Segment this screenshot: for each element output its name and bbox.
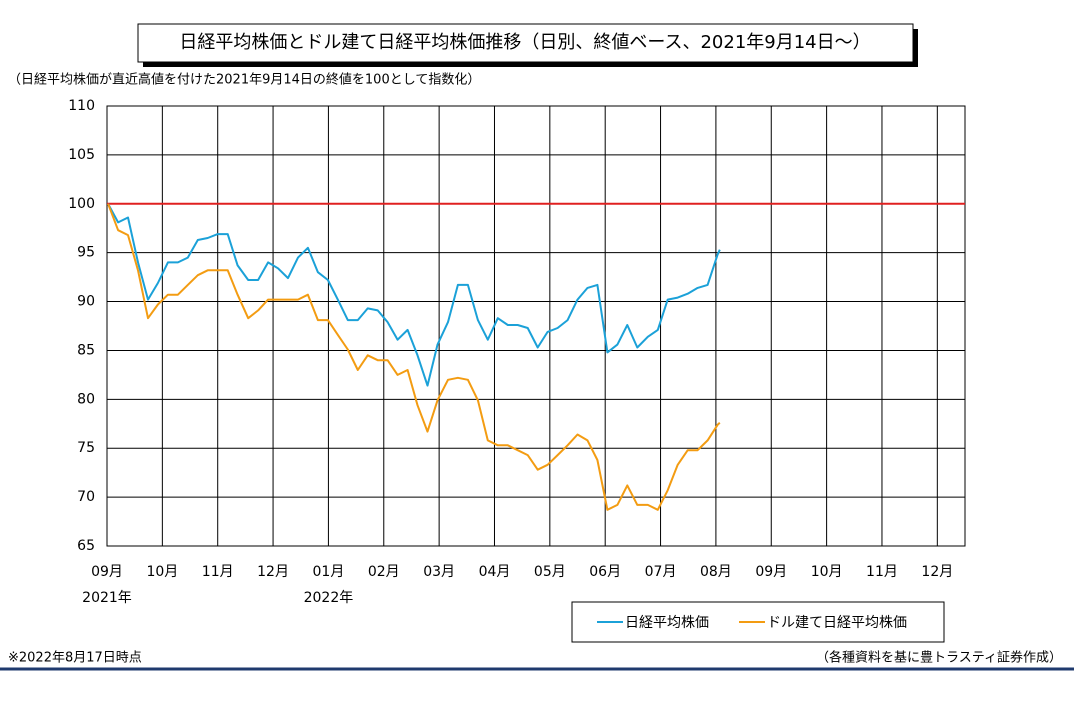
x-tick-label: 01月 <box>313 564 345 580</box>
legend-label: 日経平均株価 <box>625 615 709 631</box>
y-tick-label: 100 <box>68 196 95 212</box>
x-tick-label: 05月 <box>534 564 566 580</box>
y-tick-label: 90 <box>77 294 95 310</box>
x-tick-label: 03月 <box>423 564 455 580</box>
x-tick-label: 02月 <box>368 564 400 580</box>
x-tick-label: 10月 <box>146 564 178 580</box>
subtitle: （日経平均株価が直近高値を付けた2021年9月14日の終値を100として指数化） <box>8 72 480 88</box>
y-tick-label: 65 <box>77 538 95 554</box>
y-tick-label: 70 <box>77 489 95 505</box>
y-tick-label: 85 <box>77 342 95 358</box>
y-tick-label: 80 <box>77 391 95 407</box>
x-tick-label: 11月 <box>202 564 234 580</box>
x-tick-label: 12月 <box>921 564 953 580</box>
title-box <box>137 23 914 63</box>
x-tick-label: 08月 <box>700 564 732 580</box>
legend-label: ドル建て日経平均株価 <box>767 615 907 631</box>
plot-area <box>106 105 966 547</box>
x-tick-label: 12月 <box>257 564 289 580</box>
series-line <box>107 203 721 511</box>
chart-title: 日経平均株価とドル建て日経平均株価推移（日別、終値ベース、2021年9月14日～… <box>179 32 870 53</box>
x-tick-label: 06月 <box>589 564 621 580</box>
note-right: （各種資料を基に豊トラスティ証券作成） <box>816 650 1062 666</box>
series-line <box>107 203 721 387</box>
x-tick-label: 09月 <box>755 564 787 580</box>
y-tick-label: 95 <box>77 245 95 261</box>
note-left: ※2022年8月17日時点 <box>8 651 142 666</box>
x-tick-label: 04月 <box>479 564 511 580</box>
y-tick-label: 110 <box>68 98 95 114</box>
x-tick-label: 07月 <box>645 564 677 580</box>
year-label: 2021年 <box>82 590 132 606</box>
x-tick-label: 10月 <box>811 564 843 580</box>
y-tick-label: 105 <box>68 147 95 163</box>
year-label: 2022年 <box>304 590 354 606</box>
x-tick-label: 09月 <box>91 564 123 580</box>
x-tick-label: 11月 <box>866 564 898 580</box>
y-tick-label: 75 <box>77 440 95 456</box>
